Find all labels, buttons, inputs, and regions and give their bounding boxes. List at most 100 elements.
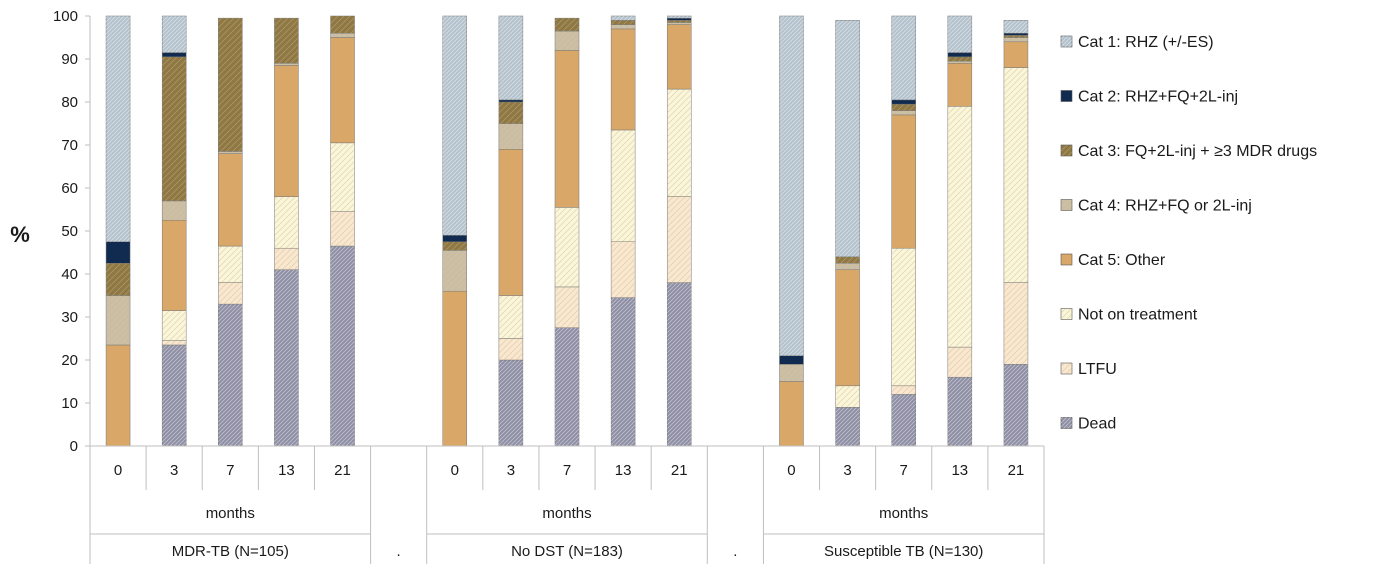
bar-segment-hatch [498,16,523,100]
bar-segment-hatch [1003,20,1028,34]
x-tick-label: 13 [951,462,968,479]
legend-swatch-hatch [1061,199,1072,211]
bar-segment-hatch [442,16,467,236]
bar-segment [947,52,973,58]
y-tick-label: 40 [61,266,78,283]
bar-segment-hatch [555,327,579,446]
bar-segment-hatch [667,282,692,446]
bar-segment [161,52,187,58]
legend-swatch-hatch [1061,308,1072,320]
bar-segment-hatch [162,310,187,341]
bar-segment [442,235,468,243]
x-tick-label: 0 [787,462,795,479]
legend-label: Not on treatment [1078,307,1198,324]
bar-segment [274,65,299,197]
legend-swatch-hatch [1061,36,1072,47]
bar-segment-hatch [611,129,636,242]
bar-segment-hatch [611,16,636,21]
legend: Cat 1: RHZ (+/-ES) Cat 2: RHZ+FQ+2L-inj Ca… [1060,34,1317,433]
bar-segment-hatch [947,106,972,348]
bar-segment-hatch [106,263,131,296]
bar-segment [835,269,860,387]
x-tick-label: 21 [1008,462,1025,479]
bar-segment-hatch [1003,35,1028,38]
bar-segment [161,220,187,311]
bar-segment-hatch [947,56,972,62]
x-tick-label: 3 [843,462,851,479]
bar-segment [442,290,468,447]
bar-segment-hatch [274,18,299,64]
bar-segment-hatch [218,304,243,446]
bar-segment [666,24,692,90]
y-tick-label: 20 [61,352,78,369]
bar-segment [330,37,355,144]
bar-segment-hatch [835,256,860,264]
bar-segment-hatch [835,263,860,270]
bar-segment-hatch [611,20,636,25]
bar-segment-hatch [835,385,860,408]
bar-segment-hatch [162,16,187,53]
x-group-sublabel: months [879,505,928,522]
bar-segment [1003,41,1029,68]
bar-segment-hatch [274,269,299,446]
x-group-sublabel: months [542,505,591,522]
x-tick-label: 13 [615,462,632,479]
bar-segment-hatch [891,385,916,395]
bar-segment-hatch [667,89,692,197]
bar-segment-hatch [667,22,692,25]
y-tick-label: 10 [61,395,78,412]
bar-segment-hatch [947,347,972,378]
legend-label: Dead [1078,416,1116,433]
bar-segment [891,114,916,249]
bar-segment-hatch [106,16,131,242]
x-tick-label: 7 [226,462,234,479]
x-group-label: . [397,543,401,560]
bar-segment-hatch [555,18,579,32]
y-tick-label: 50 [61,223,78,240]
bar-segment-hatch [667,20,692,23]
bar-segment-hatch [1003,282,1028,365]
bar-segment-hatch [162,344,187,446]
bar-segment-hatch [330,211,355,247]
legend-label: Cat 2: RHZ+FQ+2L-inj [1078,89,1238,106]
bar-segment-hatch [611,297,636,446]
bar-segment-hatch [330,142,355,212]
bar-segment-hatch [947,377,972,446]
bar-segment-hatch [218,18,243,152]
bar-segment-hatch [555,31,579,51]
bar-segment-hatch [891,110,916,115]
bar-segment-hatch [162,200,187,221]
bar-segment-hatch [218,151,243,154]
y-tick-label: 90 [61,51,78,68]
bar-segment [554,50,580,208]
legend-label: LTFU [1078,361,1117,378]
legend-label: Cat 4: RHZ+FQ or 2L-inj [1078,198,1252,215]
x-tick-label: 7 [563,462,571,479]
x-axis: 0 3 7 13 21 months MDR-TB (N=105) . 0 3 7 13 21 month… [89,445,1045,564]
y-axis: 0 10 20 30 40 50 60 70 80 90 100% [10,8,91,455]
bar-segment-hatch [498,123,523,150]
bar-segment-hatch [835,20,860,257]
legend-swatch [1060,90,1073,102]
bar-segment-hatch [947,16,972,53]
y-tick-label: 0 [70,438,78,455]
bar-segment-hatch [667,16,692,19]
bar-segment-hatch [498,102,523,124]
bar-segment-hatch [274,248,299,270]
bar-segment [105,241,131,264]
x-tick-label: 3 [170,462,178,479]
x-group-label: Susceptible TB (N=130) [824,543,983,560]
bar-segment-hatch [835,407,860,446]
legend-label: Cat 5: Other [1078,252,1166,269]
bar-segment-hatch [611,241,636,298]
x-tick-label: 7 [900,462,908,479]
y-tick-label: 60 [61,180,78,197]
y-tick-label: 70 [61,137,78,154]
bar-segment-hatch [106,295,131,345]
bar-segment-hatch [274,196,299,249]
bar-segment [498,149,524,296]
x-tick-label: 21 [671,462,688,479]
legend-label: Cat 1: RHZ (+/-ES) [1078,34,1214,51]
bar-segment-hatch [1003,37,1028,42]
